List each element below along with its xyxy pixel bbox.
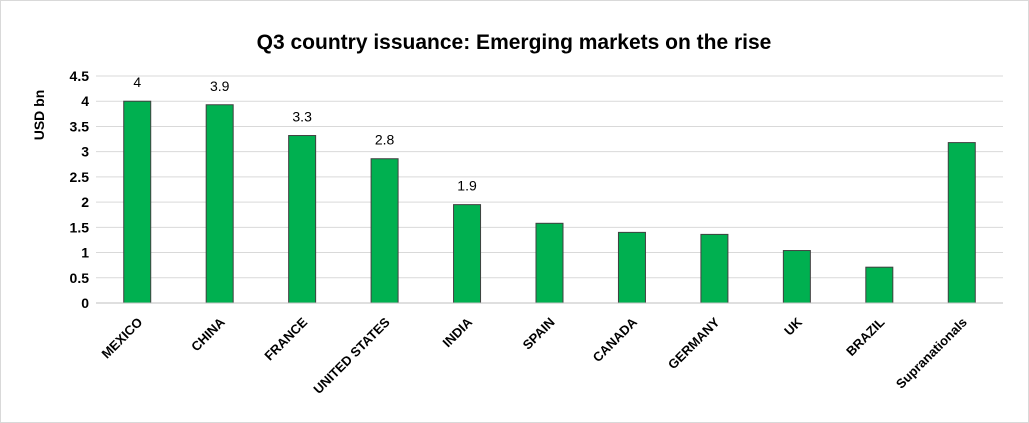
bar-canada bbox=[617, 231, 646, 304]
chart-title: Q3 country issuance: Emerging markets on… bbox=[257, 31, 772, 54]
data-label: 3.3 bbox=[292, 109, 312, 125]
bars bbox=[123, 100, 976, 304]
y-tick-label: 2.5 bbox=[70, 169, 90, 185]
y-tick-label: 3.5 bbox=[70, 118, 90, 134]
y-tick-label: 4.5 bbox=[70, 68, 90, 84]
category-label: GERMANY bbox=[665, 314, 723, 372]
category-label: UK bbox=[781, 314, 805, 338]
y-axis-label: USD bn bbox=[31, 90, 47, 141]
category-label: CHINA bbox=[188, 314, 228, 354]
y-tick-labels: 0 0.5 1 1.5 2 2.5 3 3.5 4 4.5 bbox=[70, 68, 90, 311]
bar-mexico bbox=[123, 100, 152, 304]
bar-uk bbox=[782, 250, 811, 304]
category-label: FRANCE bbox=[261, 314, 310, 363]
bar-china bbox=[205, 104, 234, 304]
category-labels: MEXICO CHINA FRANCE UNITED STATES INDIA SPAIN… bbox=[98, 314, 969, 397]
bar-united-states bbox=[370, 158, 399, 304]
data-label: 1.9 bbox=[457, 178, 477, 194]
category-label: CANADA bbox=[590, 314, 641, 365]
category-label: SPAIN bbox=[520, 315, 558, 353]
y-tick-label: 1 bbox=[81, 245, 89, 261]
category-label: INDIA bbox=[440, 314, 476, 350]
category-label: BRAZIL bbox=[843, 314, 887, 358]
y-tick-label: 1.5 bbox=[70, 219, 90, 235]
bar-supranationals bbox=[947, 142, 976, 304]
y-tick-label: 3 bbox=[81, 144, 89, 160]
bar-india bbox=[453, 204, 482, 304]
category-label: UNITED STATES bbox=[310, 314, 393, 397]
bar-france bbox=[288, 135, 317, 304]
data-label: 2.8 bbox=[375, 132, 395, 148]
bar-brazil bbox=[865, 266, 894, 304]
y-tick-label: 4 bbox=[81, 93, 89, 109]
bar-spain bbox=[535, 222, 564, 304]
data-label: 4 bbox=[133, 74, 141, 90]
data-labels: 4 3.9 3.3 2.8 1.9 bbox=[133, 74, 477, 193]
data-label: 3.9 bbox=[210, 78, 230, 94]
y-tick-label: 2 bbox=[81, 194, 89, 210]
y-tick-label: 0.5 bbox=[70, 270, 90, 286]
gridlines bbox=[96, 75, 1003, 279]
category-label: MEXICO bbox=[98, 315, 145, 362]
category-label: Supranationals bbox=[893, 315, 970, 392]
y-tick-label: 0 bbox=[81, 295, 89, 311]
bar-germany bbox=[700, 233, 729, 304]
